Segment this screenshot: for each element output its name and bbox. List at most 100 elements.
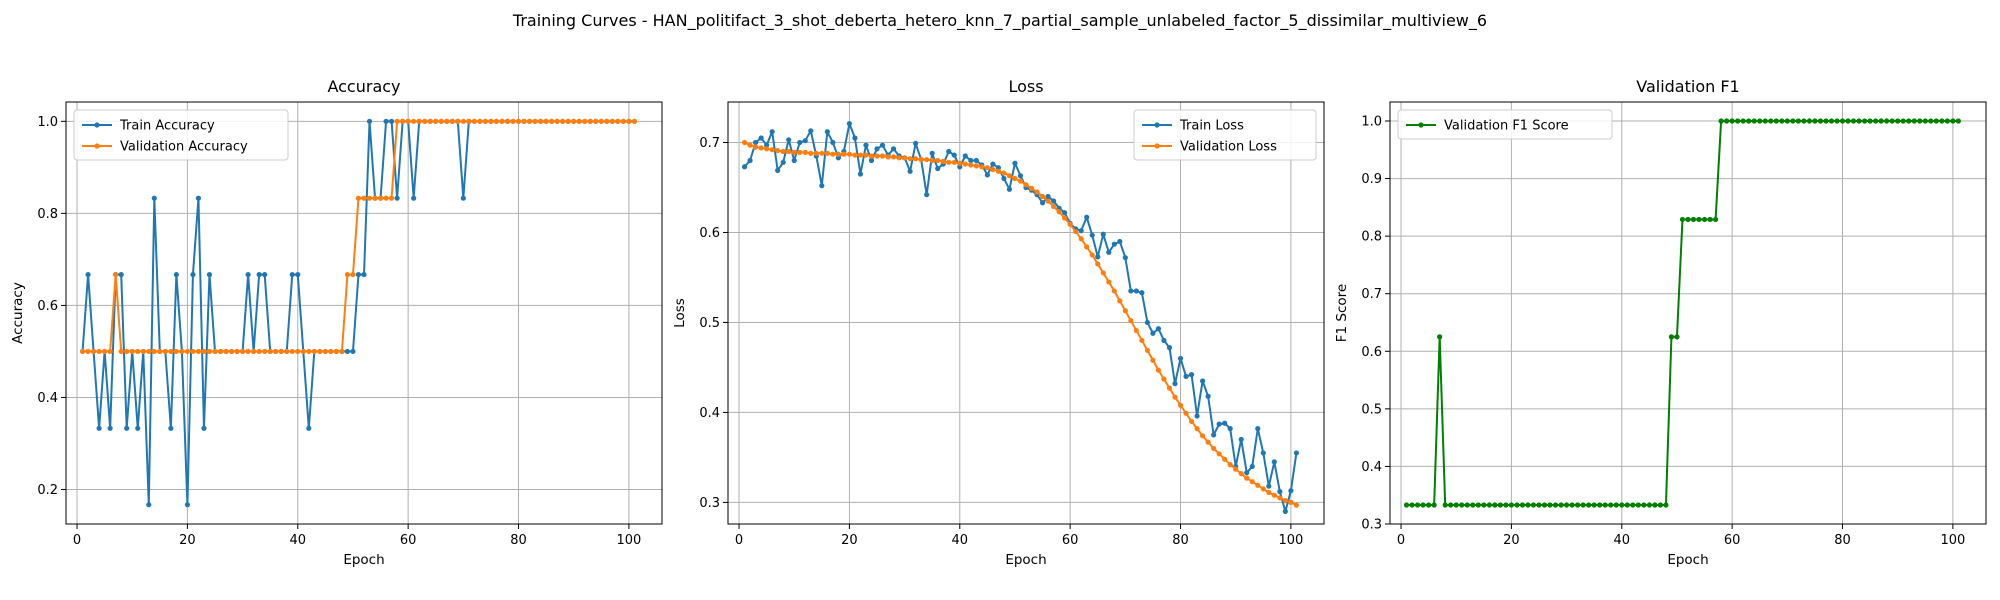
loss-data-point xyxy=(1244,475,1250,481)
loss-data-point xyxy=(846,151,853,157)
loss-data-point xyxy=(1177,402,1184,408)
f1-legend-swatch-marker xyxy=(1418,122,1424,128)
f1-data-point xyxy=(1712,216,1719,223)
accuracy-legend-swatch-marker xyxy=(94,122,100,128)
loss-data-point xyxy=(890,154,897,160)
accuracy-panel: Accuracy Epoch Accuracy 0 20 40 60 80 1000.20… xyxy=(10,77,663,568)
accuracy-data-point xyxy=(333,348,340,355)
loss-data-point xyxy=(995,165,1002,171)
loss-data-point xyxy=(1249,463,1255,470)
loss-data-point xyxy=(780,148,786,155)
loss-data-point xyxy=(819,183,825,189)
loss-data-point xyxy=(1067,221,1073,227)
f1-data-point xyxy=(1459,502,1465,508)
loss-data-point xyxy=(1183,410,1189,416)
accuracy-data-point xyxy=(427,118,433,124)
f1-data-point xyxy=(1530,502,1537,508)
f1-data-point xyxy=(1823,118,1829,124)
loss-data-point xyxy=(868,157,875,164)
f1-y-tick-label: 0.9 xyxy=(1361,172,1382,187)
accuracy-data-point xyxy=(190,348,196,355)
loss-data-point xyxy=(775,147,781,154)
accuracy-data-point xyxy=(267,348,273,355)
f1-data-point xyxy=(1895,118,1901,124)
loss-legend-label: Validation Loss xyxy=(1180,140,1277,155)
loss-data-point xyxy=(786,137,792,143)
loss-data-point xyxy=(1039,193,1046,200)
f1-data-point xyxy=(1409,502,1415,508)
loss-data-point xyxy=(1045,193,1051,200)
loss-data-point xyxy=(1144,319,1151,326)
loss-data-point xyxy=(752,144,759,150)
loss-data-point xyxy=(957,164,963,170)
loss-data-point xyxy=(868,153,875,159)
loss-data-point xyxy=(913,140,919,146)
f1-data-point xyxy=(1597,502,1603,508)
loss-data-point xyxy=(1244,470,1250,476)
accuracy-data-point xyxy=(433,118,439,124)
f1-x-tick-label: 20 xyxy=(1503,533,1520,548)
f1-data-point xyxy=(1586,502,1592,508)
accuracy-data-point xyxy=(477,118,483,124)
accuracy-data-point xyxy=(493,118,500,124)
f1-data-point xyxy=(1481,502,1487,508)
f1-y-tick-label: 0.8 xyxy=(1361,230,1382,245)
accuracy-data-point xyxy=(609,118,615,124)
f1-data-point xyxy=(1917,118,1923,124)
loss-data-point xyxy=(1205,439,1211,445)
loss-data-point xyxy=(1222,456,1228,462)
loss-data-point xyxy=(813,150,819,156)
accuracy-data-point xyxy=(350,271,356,278)
loss-y-tick-label: 0.7 xyxy=(699,136,720,151)
loss-x-tick-label: 20 xyxy=(841,533,858,548)
loss-data-point xyxy=(874,153,880,159)
loss-data-point xyxy=(835,155,841,161)
f1-legend-box xyxy=(1397,109,1613,140)
f1-x-tick-label: 100 xyxy=(1940,533,1965,548)
f1-data-point xyxy=(1845,118,1851,124)
f1-data-point xyxy=(1668,334,1675,340)
f1-data-point xyxy=(1856,118,1862,124)
accuracy-y-tick-label: 0.8 xyxy=(37,207,58,222)
loss-data-point xyxy=(1277,495,1283,501)
accuracy-data-point xyxy=(140,348,146,355)
loss-data-point xyxy=(951,152,957,158)
loss-data-point xyxy=(1117,298,1123,304)
accuracy-x-tick-label: 20 xyxy=(179,533,196,548)
loss-data-point xyxy=(1006,186,1013,192)
accuracy-data-point xyxy=(438,118,444,124)
loss-data-point xyxy=(924,156,930,163)
f1-data-point xyxy=(1906,118,1912,124)
accuracy-data-point xyxy=(168,425,174,431)
accuracy-x-tick-label: 0 xyxy=(73,533,81,548)
accuracy-data-point xyxy=(124,348,130,355)
loss-legend-swatch-marker xyxy=(1154,143,1160,149)
accuracy-data-point xyxy=(620,118,626,124)
accuracy-data-point xyxy=(278,348,284,355)
accuracy-data-point xyxy=(79,348,86,355)
f1-data-point xyxy=(1613,502,1619,508)
accuracy-data-point xyxy=(571,118,577,124)
loss-y-tick-label: 0.5 xyxy=(699,316,720,331)
loss-data-point xyxy=(1199,378,1206,384)
f1-data-point xyxy=(1657,502,1664,508)
f1-data-point xyxy=(1696,216,1702,223)
accuracy-data-point xyxy=(212,348,218,355)
f1-data-point xyxy=(1861,118,1868,124)
accuracy-x-tick-label: 60 xyxy=(400,533,417,548)
loss-data-point xyxy=(835,151,841,157)
loss-data-point xyxy=(1050,203,1057,209)
accuracy-data-point xyxy=(350,348,356,355)
accuracy-data-point xyxy=(195,195,202,201)
loss-data-point xyxy=(1150,330,1156,336)
f1-y-tick-label: 0.7 xyxy=(1361,287,1382,302)
f1-data-point xyxy=(1795,118,1801,124)
f1-data-point xyxy=(1619,502,1625,508)
f1-data-point xyxy=(1453,502,1459,508)
accuracy-data-point xyxy=(504,118,511,124)
loss-data-point xyxy=(1001,170,1007,176)
loss-data-point xyxy=(1001,175,1007,182)
f1-data-point xyxy=(1884,118,1890,124)
f1-data-point xyxy=(1839,118,1846,124)
f1-data-point xyxy=(1834,118,1840,124)
